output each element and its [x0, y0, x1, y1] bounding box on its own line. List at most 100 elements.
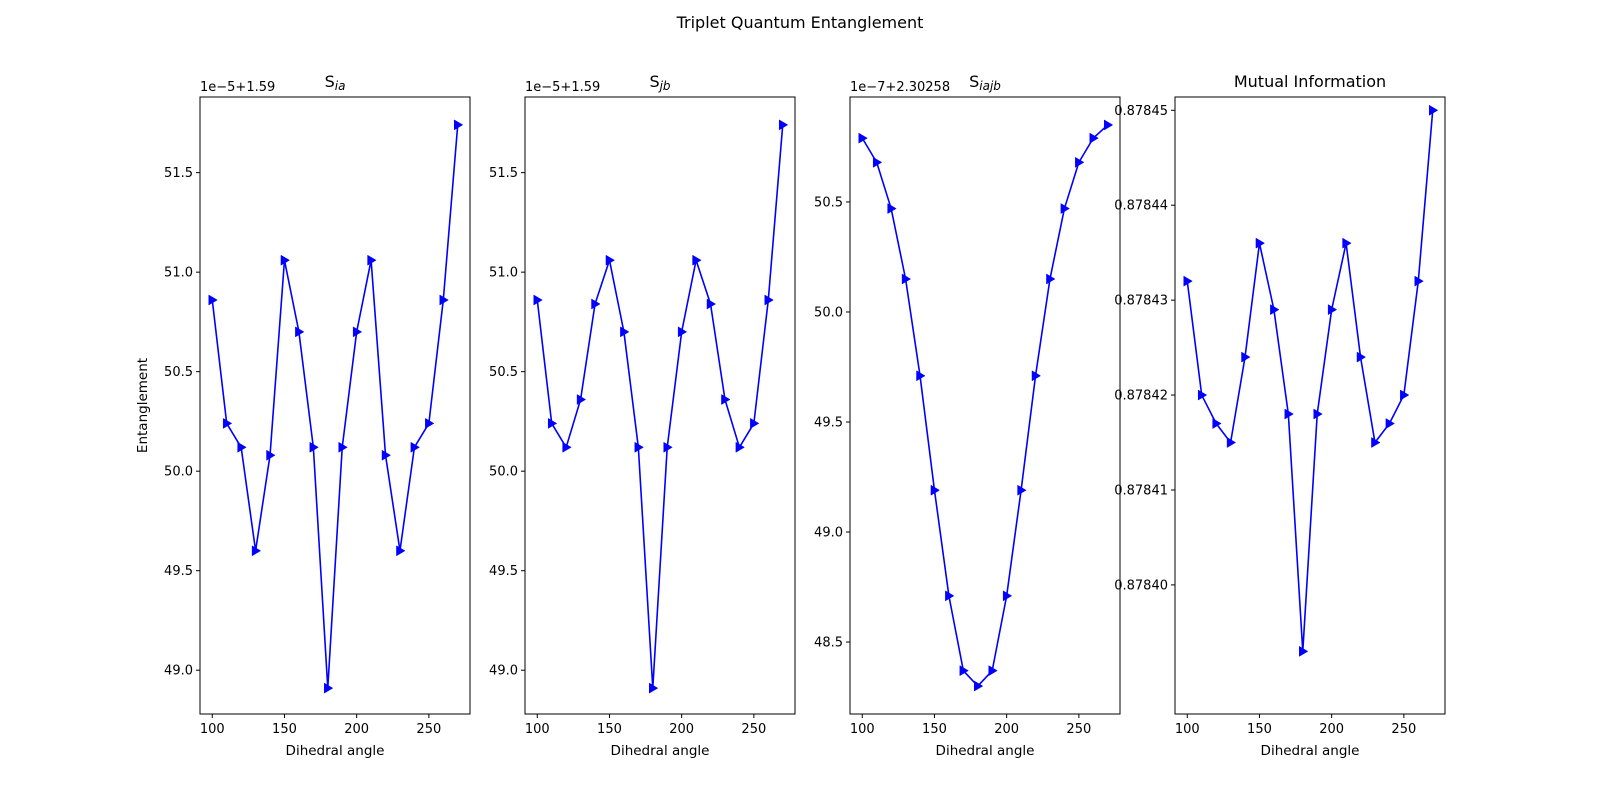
- data-point-marker: [547, 417, 558, 429]
- x-tick-label: 100: [850, 722, 875, 737]
- y-tick-label: 49.0: [164, 664, 193, 679]
- data-point-marker: [1299, 645, 1309, 657]
- y-tick-label: 51.0: [164, 266, 193, 281]
- data-point-marker: [410, 441, 420, 453]
- data-point-marker: [295, 326, 305, 338]
- data-point-marker: [208, 294, 218, 306]
- data-point-marker: [453, 119, 464, 131]
- data-point-marker: [735, 441, 745, 453]
- data-point-marker: [916, 370, 926, 382]
- data-point-marker: [634, 441, 644, 453]
- series-line: [861, 124, 1109, 687]
- data-point-marker: [959, 665, 969, 677]
- data-point-marker: [439, 294, 449, 306]
- y-tick-label: 0.87841: [1114, 483, 1168, 498]
- data-point-marker: [1226, 437, 1237, 448]
- y-tick-label: 0.87843: [1114, 294, 1168, 309]
- x-tick-label: 200: [994, 722, 1019, 737]
- data-point-marker: [1075, 156, 1085, 168]
- data-point-marker: [663, 441, 673, 453]
- data-point-marker: [1017, 484, 1027, 496]
- data-point-marker: [1270, 304, 1280, 316]
- data-point-marker: [677, 326, 688, 338]
- data-point-marker: [887, 203, 897, 214]
- y-tick-label: 51.5: [489, 166, 518, 181]
- data-point-marker: [280, 254, 290, 266]
- x-tick-label: 150: [1247, 722, 1272, 737]
- y-tick-label: 0.87840: [1114, 578, 1168, 593]
- data-point-marker: [1327, 304, 1338, 316]
- x-axis-label: Dihedral angle: [1261, 743, 1360, 759]
- data-point-marker: [1414, 275, 1424, 287]
- data-point-marker: [266, 449, 276, 461]
- x-tick-label: 150: [272, 722, 297, 737]
- y-offset-text: 1e−5+1.59: [525, 80, 600, 95]
- y-tick-label: 50.5: [164, 365, 193, 380]
- subplot-title: Siajb: [969, 72, 1001, 93]
- data-point-marker: [1241, 351, 1251, 363]
- data-point-marker: [1313, 408, 1323, 420]
- data-point-marker: [1284, 408, 1294, 420]
- y-tick-label: 0.87844: [1114, 199, 1168, 214]
- data-point-marker: [1089, 132, 1099, 144]
- y-offset-text: 1e−7+2.30258: [850, 80, 950, 95]
- y-tick-label: 50.0: [164, 465, 193, 480]
- data-point-marker: [396, 545, 406, 557]
- data-point-marker: [974, 680, 984, 692]
- subplot-3: 100 150 200 250 48.5 49.0 49.5 50.0 50.5 1e−7+2.3…: [814, 72, 1121, 759]
- data-point-marker: [649, 682, 659, 694]
- data-point-marker: [750, 417, 760, 429]
- data-point-marker: [1197, 389, 1208, 401]
- data-point-marker: [381, 449, 392, 461]
- data-point-marker: [352, 326, 363, 338]
- data-point-marker: [1212, 418, 1222, 429]
- x-tick-label: 200: [344, 722, 369, 737]
- subplot-title: Sia: [325, 72, 346, 93]
- data-point-marker: [692, 254, 702, 266]
- data-point-marker: [222, 417, 233, 429]
- x-tick-label: 200: [669, 722, 694, 737]
- y-tick-label: 51.0: [489, 266, 518, 281]
- x-tick-label: 250: [1066, 722, 1091, 737]
- data-point-marker: [1371, 437, 1381, 448]
- subplot-1: 100 150 200 250 49.0 49.5 50.0 50.5 51.0 51.5 1e−5…: [135, 72, 471, 759]
- data-point-marker: [721, 394, 731, 405]
- x-axis-label: Dihedral angle: [611, 743, 710, 759]
- data-point-marker: [1002, 590, 1013, 602]
- y-tick-label: 50.5: [814, 195, 843, 210]
- data-point-marker: [778, 119, 789, 131]
- x-tick-label: 250: [741, 722, 766, 737]
- subplot-title: Sjb: [649, 72, 670, 93]
- x-axis-label: Dihedral angle: [286, 743, 385, 759]
- series-line: [1186, 110, 1434, 653]
- data-point-marker: [1428, 104, 1439, 116]
- y-tick-label: 0.87842: [1114, 389, 1168, 404]
- data-point-marker: [367, 254, 377, 266]
- data-point-marker: [930, 484, 940, 496]
- x-tick-label: 250: [416, 722, 441, 737]
- data-point-marker: [988, 665, 998, 677]
- y-tick-label: 50.0: [814, 305, 843, 320]
- data-point-marker: [562, 441, 572, 453]
- figure-title: Triplet Quantum Entanglement: [676, 13, 924, 32]
- axes-frame: [1174, 96, 1446, 715]
- y-tick-label: 49.0: [814, 526, 843, 541]
- data-point-marker: [1400, 389, 1410, 401]
- data-point-marker: [576, 394, 587, 405]
- x-tick-label: 100: [525, 722, 550, 737]
- data-point-marker: [605, 254, 615, 266]
- data-point-marker: [706, 298, 717, 310]
- y-tick-label: 0.87845: [1114, 104, 1168, 119]
- y-tick-label: 49.0: [489, 664, 518, 679]
- data-point-marker: [324, 682, 334, 694]
- y-tick-label: 51.5: [164, 166, 193, 181]
- x-tick-label: 200: [1319, 722, 1344, 737]
- y-axis-label: Entanglement: [135, 358, 151, 453]
- y-tick-label: 49.5: [489, 564, 518, 579]
- data-point-marker: [901, 273, 912, 285]
- subplot-4: 100 150 200 250 0.87840 0.87841 0.87842 0.87843…: [1114, 72, 1446, 759]
- x-tick-label: 150: [922, 722, 947, 737]
- x-axis-label: Dihedral angle: [936, 743, 1035, 759]
- series-line: [211, 124, 459, 689]
